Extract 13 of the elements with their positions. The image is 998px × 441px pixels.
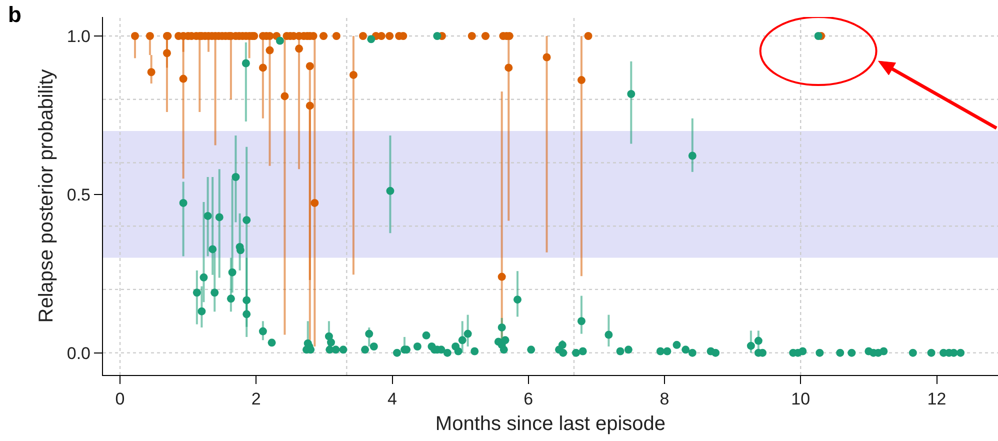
x-tick-label: 12 [927,390,946,408]
x-tick-label: 0 [115,390,125,408]
y-tick-label: 0.5 [66,185,90,204]
chart-title: b [8,2,22,28]
x-tick-label: 6 [524,390,534,408]
x-tick-label: 2 [251,390,261,408]
y-axis-title: Relapse posterior probability [35,69,58,323]
x-axis-title: Months since last episode [435,413,666,435]
y-tick-label: 0.0 [66,344,90,363]
y-tick-label: 1.0 [66,26,90,46]
x-tick-label: 8 [660,390,670,408]
x-tick-label: 10 [791,390,810,408]
x-tick-label: 4 [388,390,397,408]
